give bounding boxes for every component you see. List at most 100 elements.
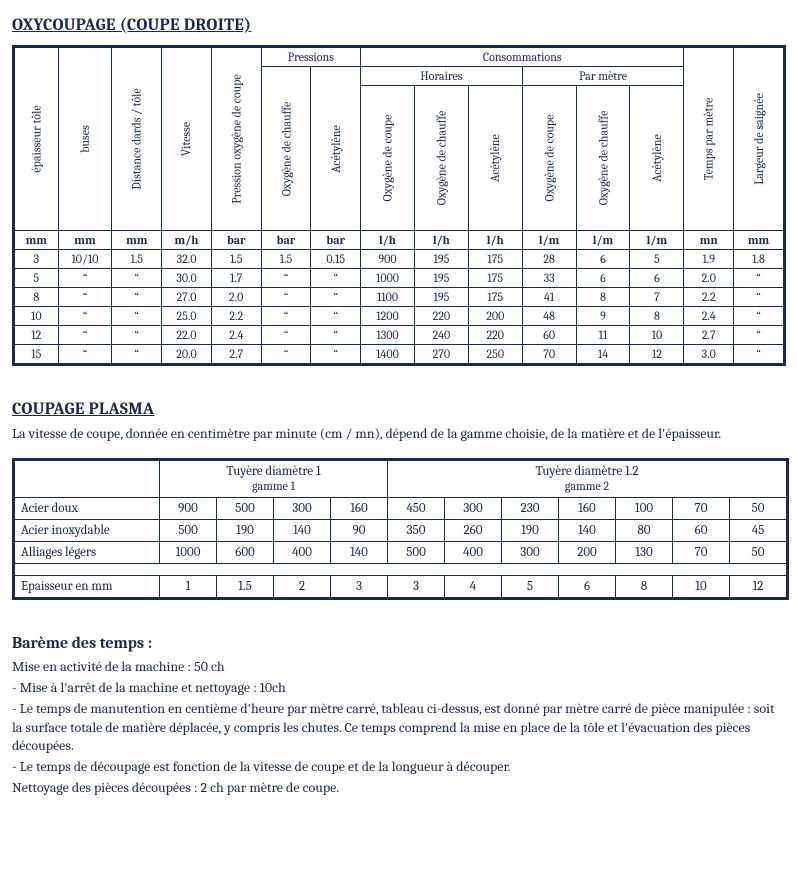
plasma-cell: 1000 xyxy=(160,541,217,563)
plasma-cell: 160 xyxy=(331,497,388,519)
oxy-cell: 175 xyxy=(468,250,522,269)
plasma-epaisseur-cell: 4 xyxy=(445,575,502,597)
oxy-cell: 70 xyxy=(522,345,576,364)
oxy-cell: 195 xyxy=(414,288,468,307)
oxy-col-8: Oxygène de chauffe xyxy=(434,111,448,206)
oxy-cell: “ xyxy=(261,288,311,307)
oxy-cell: 15 xyxy=(15,345,59,364)
oxy-cell: 175 xyxy=(468,269,522,288)
oxy-cell: “ xyxy=(58,326,112,345)
plasma-cell: 50 xyxy=(730,497,787,519)
bareme-title: Barème des temps : xyxy=(12,634,785,652)
oxy-cell: 2.7 xyxy=(211,345,261,364)
bareme-section: Barème des temps : Mise en activité de l… xyxy=(12,634,785,798)
plasma-row-label: Acier inoxydable xyxy=(15,519,160,541)
oxy-cell: “ xyxy=(734,269,784,288)
plasma-tuyere2: Tuyère diamètre 1.2 gamme 2 xyxy=(388,460,787,497)
oxy-cell: 1000 xyxy=(361,269,415,288)
plasma-tuyere2-l2: gamme 2 xyxy=(565,479,609,493)
oxy-unit: bar xyxy=(311,231,361,250)
oxy-group-horaires: Horaires xyxy=(361,67,523,86)
plasma-cell: 190 xyxy=(217,519,274,541)
oxy-cell: 1100 xyxy=(361,288,415,307)
bareme-line: - Le temps de découpage est fonction de … xyxy=(12,758,785,777)
plasma-cell: 300 xyxy=(445,497,502,519)
oxy-cell: “ xyxy=(311,269,361,288)
plasma-title: COUPAGE PLASMA xyxy=(12,400,785,419)
oxy-cell: 6 xyxy=(576,269,630,288)
table-row: 310/101.532.01.51.50.1590019517528651.91… xyxy=(15,250,784,269)
oxy-cell: 1.9 xyxy=(684,250,734,269)
oxy-unit: m/h xyxy=(162,231,212,250)
oxy-unit: l/h xyxy=(468,231,522,250)
plasma-table: Tuyère diamètre 1 gamme 1 Tuyère diamètr… xyxy=(14,460,787,598)
plasma-cell: 80 xyxy=(616,519,673,541)
oxy-cell: 250 xyxy=(468,345,522,364)
oxy-col-4: Pression oxygène de coupe xyxy=(229,74,243,203)
oxy-table: épaisseur tôle buses Distance dards / tô… xyxy=(14,47,784,364)
oxy-cell: “ xyxy=(734,345,784,364)
table-row: 5““30.01.7““100019517533662.0“ xyxy=(15,269,784,288)
oxy-unit: l/h xyxy=(414,231,468,250)
oxy-col-9: Acétylène xyxy=(488,134,502,182)
oxy-cell: 6 xyxy=(576,250,630,269)
plasma-cell: 130 xyxy=(616,541,673,563)
oxy-cell: 3 xyxy=(15,250,59,269)
plasma-cell: 70 xyxy=(673,497,730,519)
plasma-tuyere1-l1: Tuyère diamètre 1 xyxy=(226,464,320,479)
oxy-cell: “ xyxy=(261,307,311,326)
oxy-cell: 28 xyxy=(522,250,576,269)
plasma-cell: 500 xyxy=(388,541,445,563)
plasma-epaisseur-cell: 1 xyxy=(160,575,217,597)
oxy-unit: mm xyxy=(112,231,162,250)
oxy-cell: 1.5 xyxy=(261,250,311,269)
oxy-cell: 1.8 xyxy=(734,250,784,269)
plasma-cell: 230 xyxy=(502,497,559,519)
oxy-cell: 220 xyxy=(414,307,468,326)
oxy-cell: 270 xyxy=(414,345,468,364)
oxy-cell: 1300 xyxy=(361,326,415,345)
oxy-cell: 25.0 xyxy=(162,307,212,326)
plasma-cell: 140 xyxy=(274,519,331,541)
table-row: 8““27.02.0““110019517541872.2“ xyxy=(15,288,784,307)
table-row: Acier inoxydable500190140903502601901408… xyxy=(15,519,787,541)
oxy-col-5: Oxygène de chauffe xyxy=(279,101,293,196)
oxy-cell: 12 xyxy=(15,326,59,345)
oxy-cell: 3.0 xyxy=(684,345,734,364)
oxy-cell: 11 xyxy=(576,326,630,345)
oxy-cell: 1.5 xyxy=(211,250,261,269)
oxy-cell: 1400 xyxy=(361,345,415,364)
oxy-unit: mn xyxy=(684,231,734,250)
plasma-epaisseur-cell: 10 xyxy=(673,575,730,597)
oxy-unit: l/m xyxy=(630,231,684,250)
oxy-cell: “ xyxy=(58,345,112,364)
plasma-cell: 140 xyxy=(331,541,388,563)
plasma-empty-header xyxy=(15,460,160,497)
table-row: Alliages légers1000600400140500400300200… xyxy=(15,541,787,563)
oxy-cell: 240 xyxy=(414,326,468,345)
oxy-cell: “ xyxy=(112,288,162,307)
oxy-unit: l/m xyxy=(522,231,576,250)
plasma-cell: 600 xyxy=(217,541,274,563)
plasma-cell: 100 xyxy=(616,497,673,519)
plasma-cell: 190 xyxy=(502,519,559,541)
plasma-epaisseur-label: Epaisseur en mm xyxy=(15,575,160,597)
oxy-cell: 2.0 xyxy=(211,288,261,307)
oxy-title: OXYCOUPAGE (COUPE DROITE) xyxy=(12,16,785,35)
oxy-col-3: Vitesse xyxy=(179,122,193,156)
plasma-cell: 300 xyxy=(502,541,559,563)
plasma-epaisseur-cell: 12 xyxy=(730,575,787,597)
oxy-cell: 27.0 xyxy=(162,288,212,307)
oxy-cell: 41 xyxy=(522,288,576,307)
oxy-cell: “ xyxy=(261,326,311,345)
plasma-cell: 260 xyxy=(445,519,502,541)
plasma-cell: 45 xyxy=(730,519,787,541)
oxy-col-2: Distance dards / tôle xyxy=(130,88,144,189)
plasma-epaisseur-cell: 8 xyxy=(616,575,673,597)
oxy-cell: 30.0 xyxy=(162,269,212,288)
plasma-cell: 350 xyxy=(388,519,445,541)
oxy-unit: bar xyxy=(211,231,261,250)
oxy-group-pressions: Pressions xyxy=(261,48,360,67)
plasma-row-label: Alliages légers xyxy=(15,541,160,563)
oxy-units-row: mm mm mm m/h bar bar bar l/h l/h l/h l/m… xyxy=(15,231,784,250)
